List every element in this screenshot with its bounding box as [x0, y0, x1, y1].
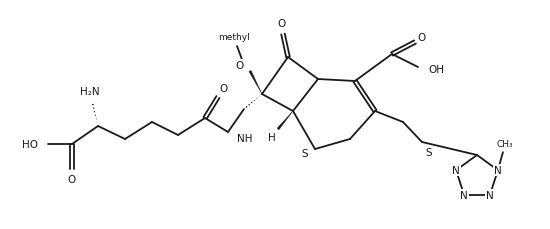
- Text: methyl: methyl: [218, 32, 250, 41]
- Text: HO: HO: [22, 139, 38, 149]
- Text: NH: NH: [237, 134, 252, 143]
- Text: H: H: [268, 132, 276, 142]
- Text: N: N: [452, 166, 460, 175]
- Text: O: O: [68, 174, 76, 184]
- Polygon shape: [277, 112, 293, 130]
- Polygon shape: [249, 71, 262, 95]
- Text: OH: OH: [428, 65, 444, 75]
- Text: H₂N: H₂N: [80, 87, 100, 97]
- Text: O: O: [236, 61, 244, 71]
- Text: S: S: [301, 148, 308, 158]
- Text: N: N: [460, 190, 468, 200]
- Text: O: O: [418, 33, 426, 43]
- Text: O: O: [277, 19, 285, 29]
- Text: N: N: [494, 166, 502, 175]
- Text: N: N: [486, 190, 494, 200]
- Text: O: O: [219, 84, 227, 94]
- Text: S: S: [425, 147, 432, 157]
- Text: CH₃: CH₃: [497, 139, 513, 148]
